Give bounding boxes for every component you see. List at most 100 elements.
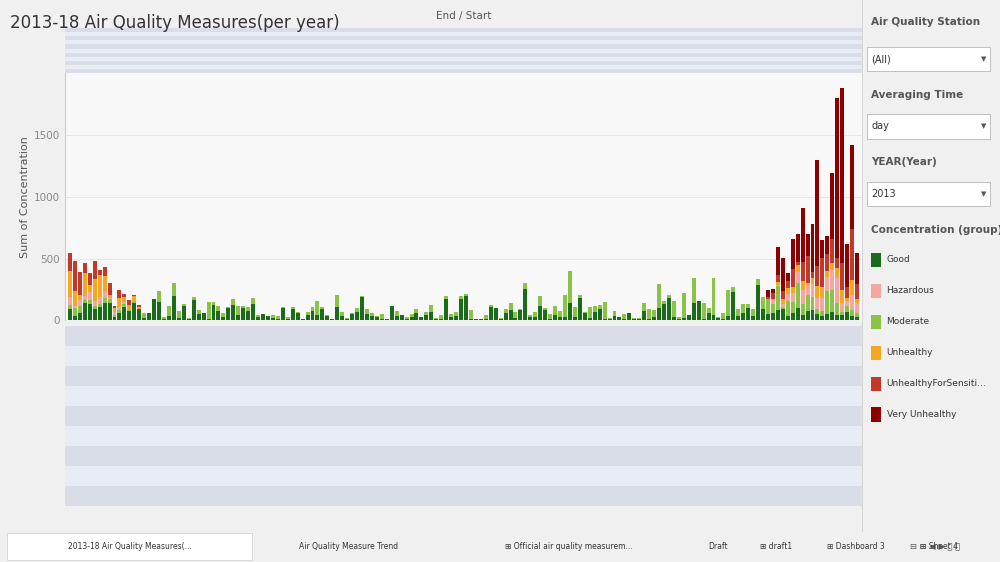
Bar [65,486,862,506]
Bar [850,229,854,280]
Bar [93,309,97,320]
Bar [251,304,255,320]
Bar [236,315,240,320]
Bar [776,286,780,310]
Bar [221,312,225,317]
Bar [345,319,349,320]
Bar [588,318,592,320]
Bar [796,272,800,283]
Bar [871,284,881,298]
Bar [88,273,92,285]
Bar [736,316,740,320]
Bar [122,302,126,304]
Bar [103,276,107,292]
Bar [835,269,839,278]
Bar [627,313,631,320]
Bar [791,239,795,269]
Bar [73,291,77,306]
Bar [721,313,725,319]
Bar [449,317,453,320]
Bar [439,315,443,319]
Bar [291,307,295,310]
Bar [825,314,829,320]
Bar [127,311,131,320]
Bar [375,316,379,317]
Bar [400,315,404,320]
Bar [756,285,760,320]
Bar [424,315,428,320]
Bar [796,262,800,265]
Bar [88,300,92,303]
Bar [811,224,814,271]
Bar [825,291,829,314]
Text: ⊞ Dashboard 3: ⊞ Dashboard 3 [827,542,885,551]
Bar [325,315,329,316]
Bar [350,314,354,320]
Bar [7,533,252,560]
Bar [499,318,503,319]
Bar [712,278,715,315]
Bar [355,312,359,320]
Bar [459,296,463,300]
Bar [494,308,498,320]
Bar [197,310,201,314]
Bar [454,312,458,316]
Bar [835,278,839,303]
Bar [132,302,136,303]
Bar [286,319,290,320]
Bar [65,37,862,40]
Bar [563,295,567,316]
Bar [152,298,156,300]
Bar [871,253,881,267]
Bar [83,273,87,296]
Bar [806,311,810,320]
Bar [261,314,265,320]
Bar [449,314,453,317]
Bar [672,301,676,316]
Text: Concentration (group): Concentration (group) [871,225,1000,235]
Bar [811,278,814,284]
Bar [137,305,141,307]
Bar [325,316,329,320]
Bar [801,281,805,289]
Bar [871,315,881,329]
Bar [801,303,805,315]
Bar [786,288,790,294]
Bar [499,319,503,320]
Bar [256,317,260,320]
Bar [365,314,369,320]
Bar [840,315,844,320]
Bar [840,264,844,290]
Bar [83,303,87,320]
Bar [776,275,780,282]
Bar [598,305,602,309]
Bar [751,309,755,316]
Bar [796,265,800,272]
Bar [662,304,666,320]
Bar [117,290,121,298]
Bar [845,298,849,301]
Bar [840,290,844,303]
Bar [632,318,636,319]
Bar [766,290,770,297]
Bar [340,312,344,316]
Bar [791,313,795,320]
Bar [113,306,116,309]
Text: ⊞ Sheet 4: ⊞ Sheet 4 [920,542,958,551]
Bar [657,284,661,308]
Bar [771,289,775,293]
Bar [806,256,810,283]
Bar [335,307,339,320]
Bar [464,294,468,296]
Bar [117,298,121,307]
Bar [776,285,780,286]
Bar [65,40,862,44]
Bar [117,313,121,320]
Bar [806,296,810,311]
Bar [830,270,834,290]
Bar [375,317,379,320]
Bar [187,318,191,319]
Bar [830,263,834,270]
Text: Unhealthy: Unhealthy [887,348,933,357]
Bar [786,281,790,288]
